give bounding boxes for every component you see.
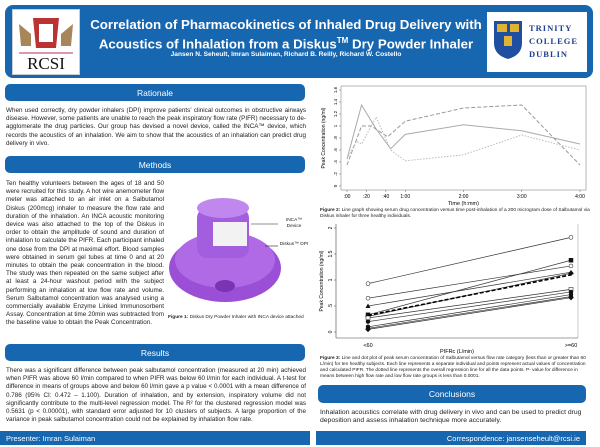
authors: Jansen N. Seheult, Imran Sulaiman, Richa…: [170, 51, 402, 58]
y-tick-label: .4: [333, 160, 338, 164]
diskus-dpi-label: Diskus™ DPI: [279, 242, 309, 247]
rcsi-logo: RCSI: [12, 9, 80, 75]
subject-line-2: [367, 265, 572, 299]
tcd-logo: TRINITY COLLEGE DUBLIN: [487, 12, 587, 72]
y-tick-label: 1.4: [333, 98, 338, 105]
x-tick-label: <60: [363, 343, 372, 349]
methods-text: Ten healthy volunteers between the ages …: [6, 180, 164, 327]
tcd-line-1: TRINITY: [529, 23, 573, 33]
conclusions-heading: Conclusions: [318, 385, 586, 403]
data-point: [568, 294, 574, 301]
y-tick-label: 1.5: [328, 250, 334, 257]
figure-1-caption: Figure 1: Diskus Dry Powder Inhaler with…: [168, 315, 304, 320]
y-tick-label: 1.2: [333, 110, 338, 117]
data-point: [365, 295, 371, 301]
presenter-bar: Presenter: Imran Sulaiman: [0, 431, 310, 445]
data-point: [365, 303, 371, 308]
y-axis-label: Peak Concentration (ng/ml): [321, 107, 327, 168]
y-tick-label: 2: [328, 226, 334, 229]
regression-line: [367, 274, 572, 317]
subject-line-10: [367, 297, 572, 330]
figure-1-inhaler-photo: INCA™ Device Diskus™ DPI: [165, 188, 308, 313]
x-tick-label: :40: [382, 194, 389, 200]
y-tick-label: .2: [333, 172, 338, 176]
plot-area: [340, 85, 587, 191]
subject-line-6: [367, 289, 572, 319]
y-tick-label: .5: [328, 304, 334, 308]
figure-3-line-dot-plot: 0 .5 1 1.5 2 <60 >=60 PIFRc (L/min) Peak Concent…: [319, 224, 579, 354]
series-line-1: [346, 103, 581, 160]
data-point: [568, 263, 574, 269]
figure-2-line-chart: 0 .2 .4 .6 .8 1 1.2 1.4 1.6 :00 :20 :40 1:00 2:00 3:00…: [321, 85, 587, 206]
correspondence-bar: Correspondence: jansenseheult@rcsi.ie: [316, 431, 586, 445]
subject-line-9: [367, 296, 572, 329]
subject-line-7: [367, 291, 572, 322]
x-axis-label: PIFRc (L/min): [440, 349, 474, 354]
rationale-text: When used correctly, dry powder inhalers…: [6, 107, 306, 147]
y-tick-label: 0: [333, 184, 338, 187]
y-tick-label: 1: [328, 278, 334, 281]
y-tick-label: .6: [333, 148, 338, 152]
data-point: [365, 326, 371, 333]
methods-heading: Methods: [5, 156, 305, 173]
inca-device-label: INCA™ Device: [285, 218, 303, 229]
tcd-line-3: DUBLIN: [529, 49, 569, 59]
y-tick-label: 0: [328, 330, 334, 333]
y-axis-label: Peak Concentration (ng/ml): [319, 250, 325, 311]
tcd-line-2: COLLEGE: [529, 36, 579, 46]
figure-3-caption: Figure 3: Line and dot plot of peak seru…: [320, 356, 586, 379]
y-tick-label: .8: [333, 136, 338, 140]
x-tick-label: 1:00: [400, 194, 410, 200]
rationale-heading: Rationale: [5, 84, 305, 101]
poster-title: Correlation of Pharmacokinetics of Inhal…: [90, 17, 482, 52]
subject-line-8: [367, 294, 572, 328]
x-axis-label: Time (h:mm): [448, 201, 479, 206]
figure-2-caption: Figure 2: Line graph showing serum drug …: [320, 208, 590, 219]
y-tick-label: 1.6: [333, 86, 338, 93]
y-tick-label: 1: [333, 124, 338, 127]
subject-line-3: [367, 271, 572, 307]
x-tick-label: :20: [363, 194, 370, 200]
subject-line-1: [367, 237, 572, 284]
data-point: [365, 319, 371, 324]
data-point: [568, 235, 574, 240]
x-tick-label: 3:00: [517, 194, 527, 200]
series-line-3: [346, 115, 581, 162]
subject-line-4: [367, 259, 572, 316]
x-tick-label: >=60: [565, 343, 578, 349]
conclusions-text: Inhalation acoustics correlate with drug…: [320, 409, 582, 425]
data-point: [568, 257, 574, 263]
results-heading: Results: [5, 344, 305, 361]
data-point: [365, 281, 371, 286]
x-tick-label: 4:00: [575, 194, 585, 200]
x-tick-label: 2:00: [459, 194, 469, 200]
results-text: There was a significant difference betwe…: [6, 367, 306, 424]
series-line-2: [346, 104, 581, 166]
rcsi-logo-text: RCSI: [27, 54, 65, 73]
x-tick-label: :00: [344, 194, 351, 200]
